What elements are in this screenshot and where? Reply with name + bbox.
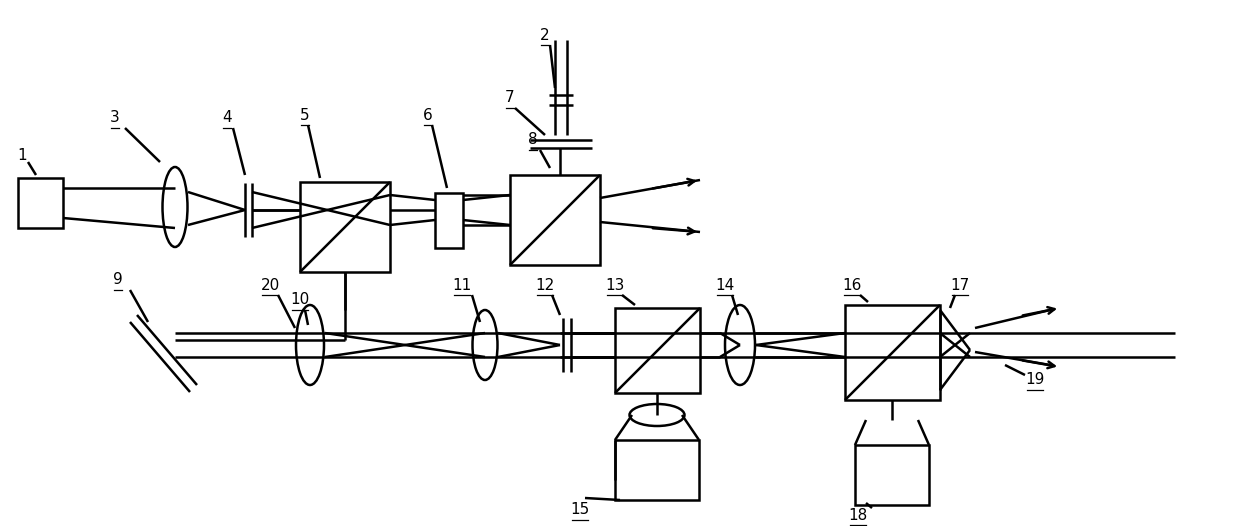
Text: 15: 15 [570,502,590,518]
Text: 19: 19 [1025,372,1044,388]
Text: 20: 20 [260,278,280,292]
Bar [615,308,701,393]
Text: 10: 10 [290,292,310,308]
Text: 3: 3 [110,110,120,126]
Text: 7: 7 [505,90,515,106]
Text: 2: 2 [541,27,549,43]
Text: 12: 12 [536,278,554,292]
Text: 1: 1 [17,147,27,163]
Text: 6: 6 [423,107,433,123]
Bar [300,182,391,272]
Text: 13: 13 [605,278,625,292]
Text: 4: 4 [222,110,232,126]
Text: 5: 5 [300,107,310,123]
Text: 14: 14 [715,278,734,292]
Text: 9: 9 [113,272,123,288]
Bar [615,440,699,500]
Bar [19,178,63,228]
Text: 18: 18 [848,508,868,522]
Text: 16: 16 [842,278,862,292]
Text: 8: 8 [528,133,538,147]
Bar [510,175,600,265]
Bar [844,305,940,400]
Text: 17: 17 [950,278,970,292]
Text: 11: 11 [453,278,471,292]
Bar [856,445,929,505]
Bar [435,193,463,248]
